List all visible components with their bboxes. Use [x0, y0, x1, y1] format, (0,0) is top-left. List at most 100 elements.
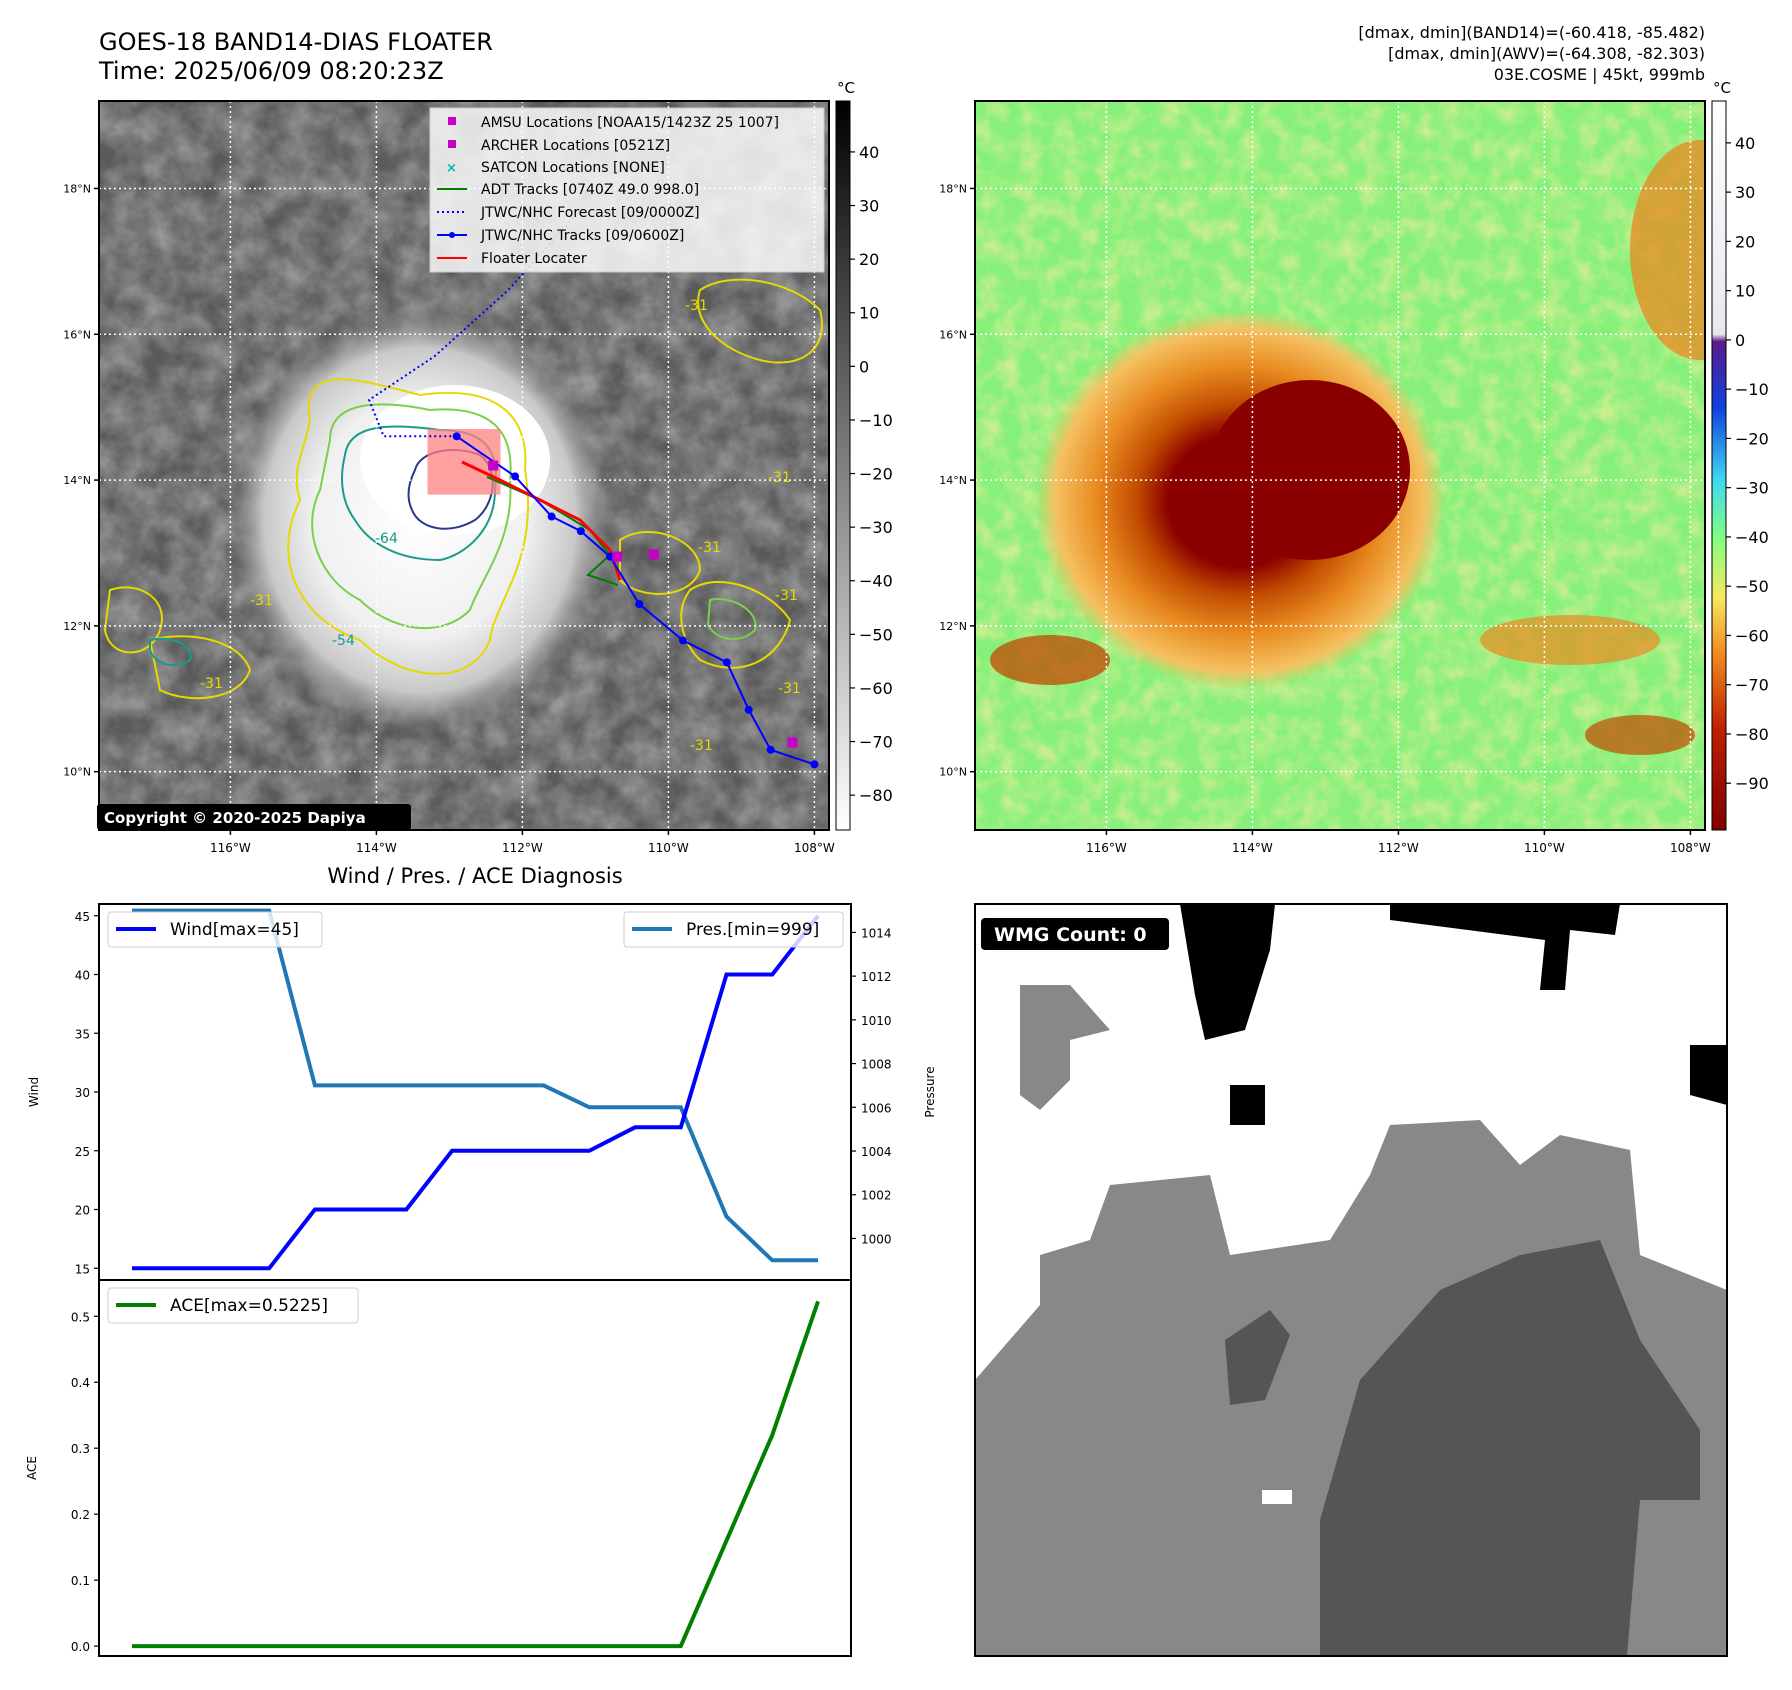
wmg-dark-patch	[1225, 1310, 1290, 1405]
colorbar-tick-label: 40	[1735, 134, 1755, 153]
lat-tick-label: 12°N	[63, 620, 91, 633]
wmg-black-patch-east	[1690, 1045, 1727, 1105]
wmg-panel: WMG Count: 0	[974, 903, 1728, 1657]
lat-tick-label: 16°N	[939, 328, 967, 341]
contour-label: -64	[375, 531, 398, 547]
color-colorbar	[1711, 100, 1727, 831]
ace-y-ticks: 0.0 0.1 0.2 0.3 0.4 0.5	[71, 1310, 99, 1654]
wind-legend-box	[107, 911, 323, 948]
contour-green-core	[311, 403, 512, 630]
legend-marker-archer	[448, 140, 456, 148]
lat-tick-label: 14°N	[63, 474, 91, 487]
contour-label: -31	[775, 588, 798, 604]
colorbar-tick-label: 40	[859, 143, 879, 162]
ace-axis-label: ACE	[25, 1456, 39, 1480]
lon-tick-label: 116°W	[210, 841, 251, 855]
wind-axis-label: Wind	[27, 1077, 41, 1107]
ace-tick-label: 0.5	[71, 1310, 90, 1324]
contour-yellow-west	[103, 586, 163, 654]
pressure-legend: Pres.[min=999]	[623, 911, 844, 948]
legend-item: Floater Locater	[481, 251, 587, 267]
colorbar-tick-label: −50	[1735, 577, 1769, 596]
figure-time: Time: 2025/06/09 08:20:23Z	[98, 57, 444, 85]
colorbar-tick-label: 10	[1735, 282, 1755, 301]
jtwc-track-point	[452, 432, 461, 441]
amsu-location-marker	[488, 460, 499, 471]
copyright-badge	[97, 804, 411, 830]
wind-pressure-chart: Wind / Pres. / ACE Diagnosis 15 20 25 30 35 4…	[27, 864, 937, 1281]
legend-item: AMSU Locations [NOAA15/1423Z 25 1007]	[481, 115, 779, 131]
lon-tick-label: 114°W	[1232, 841, 1273, 855]
contour-label: -31	[690, 738, 713, 754]
colorbar-tick-label: 30	[859, 197, 879, 216]
pressure-tick-label: 1006	[861, 1101, 892, 1115]
ir-map-frame	[98, 100, 830, 831]
lon-tick-label: 114°W	[356, 841, 397, 855]
contour-green-se	[706, 598, 757, 640]
color-map-panel: 18°N 16°N 14°N 12°N 10°N 116°W 114°W 112°W 110°W…	[939, 79, 1769, 855]
color-cloud-se	[1480, 615, 1660, 665]
jtwc-track-point	[606, 552, 614, 561]
wind-tick-label: 15	[75, 1262, 90, 1276]
contour-label: -31	[698, 540, 721, 556]
lon-tick-label: 110°W	[1524, 841, 1565, 855]
colorbar-tick-label: −20	[1735, 429, 1769, 448]
color-cloud-ne	[1630, 140, 1705, 360]
ace-chart: 0.0 0.1 0.2 0.3 0.4 0.5 ACE ACE[max=0.5225]	[25, 1279, 852, 1657]
jtwc-track-point	[744, 705, 753, 714]
ace-tick-label: 0.1	[71, 1574, 90, 1588]
legend-dot-jtwc	[449, 232, 455, 238]
pressure-tick-label: 1000	[861, 1232, 892, 1246]
wmg-black-patch-ne	[1390, 904, 1620, 990]
colorbar-tick-label: −60	[1735, 626, 1769, 645]
color-cloud-se2	[1585, 715, 1695, 755]
jtwc-track-point	[635, 600, 644, 609]
lat-tick-label: 16°N	[63, 328, 91, 341]
wmg-black-patch-mid	[1230, 1085, 1265, 1125]
contour-label: -31	[250, 593, 273, 609]
band14-range-info: [dmax, dmin](BAND14)=(-60.418, -85.482)	[1358, 23, 1705, 42]
ace-tick-label: 0.2	[71, 1508, 90, 1522]
ace-tick-label: 0.3	[71, 1442, 90, 1456]
colorbar-tick-label: −40	[859, 572, 893, 591]
colorbar-tick-label: −90	[1735, 774, 1769, 793]
colorbar-tick-label: −10	[1735, 380, 1769, 399]
jtwc-track-point	[766, 745, 775, 754]
legend-marker-satcon: ×	[446, 161, 457, 176]
lat-tick-label: 10°N	[63, 766, 91, 779]
lat-tick-label: 18°N	[939, 182, 967, 195]
wind-tick-label: 20	[75, 1204, 90, 1218]
pressure-tick-label: 1004	[861, 1145, 892, 1159]
lon-tick-label: 116°W	[1086, 841, 1127, 855]
color-map-axes: 18°N 16°N 14°N 12°N 10°N 116°W 114°W 112°W 110°W…	[939, 182, 1711, 855]
colorbar-tick-label: −60	[859, 679, 893, 698]
lat-tick-label: 10°N	[939, 766, 967, 779]
pressure-tick-label: 1002	[861, 1189, 892, 1203]
awv-range-info: [dmax, dmin](AWV)=(-64.308, -82.303)	[1388, 44, 1705, 63]
jtwc-track-point	[576, 527, 585, 536]
jtwc-track-point	[547, 512, 556, 521]
lon-tick-label: 112°W	[502, 841, 543, 855]
lat-tick-label: 18°N	[63, 182, 91, 195]
ace-tick-label: 0.0	[71, 1640, 90, 1654]
lon-tick-label: 112°W	[1378, 841, 1419, 855]
color-cloud-sw	[990, 635, 1110, 685]
ace-axes-frame	[98, 1279, 852, 1657]
color-map-frame	[974, 100, 1706, 831]
jtwc-track-point	[722, 658, 731, 667]
colorbar-tick-label: −20	[859, 465, 893, 484]
contour-yellow-sw	[148, 635, 252, 700]
wind-series-line	[132, 914, 820, 1271]
colorbar-tick-label: 0	[1735, 331, 1745, 350]
wmg-count-badge	[981, 918, 1169, 950]
color-colorbar-unit: °C	[1713, 79, 1731, 97]
jtwc-track-points	[452, 432, 819, 769]
legend-box	[429, 107, 825, 273]
ir-colorbar	[835, 100, 851, 831]
jtwc-track-point	[810, 760, 819, 769]
wind-pressure-axes-frame	[98, 903, 852, 1281]
pressure-series-line	[132, 908, 818, 1263]
ir-colorbar-unit: °C	[837, 79, 855, 97]
pressure-legend-label: Pres.[min=999]	[686, 920, 819, 940]
colorbar-tick-label: 30	[1735, 183, 1755, 202]
